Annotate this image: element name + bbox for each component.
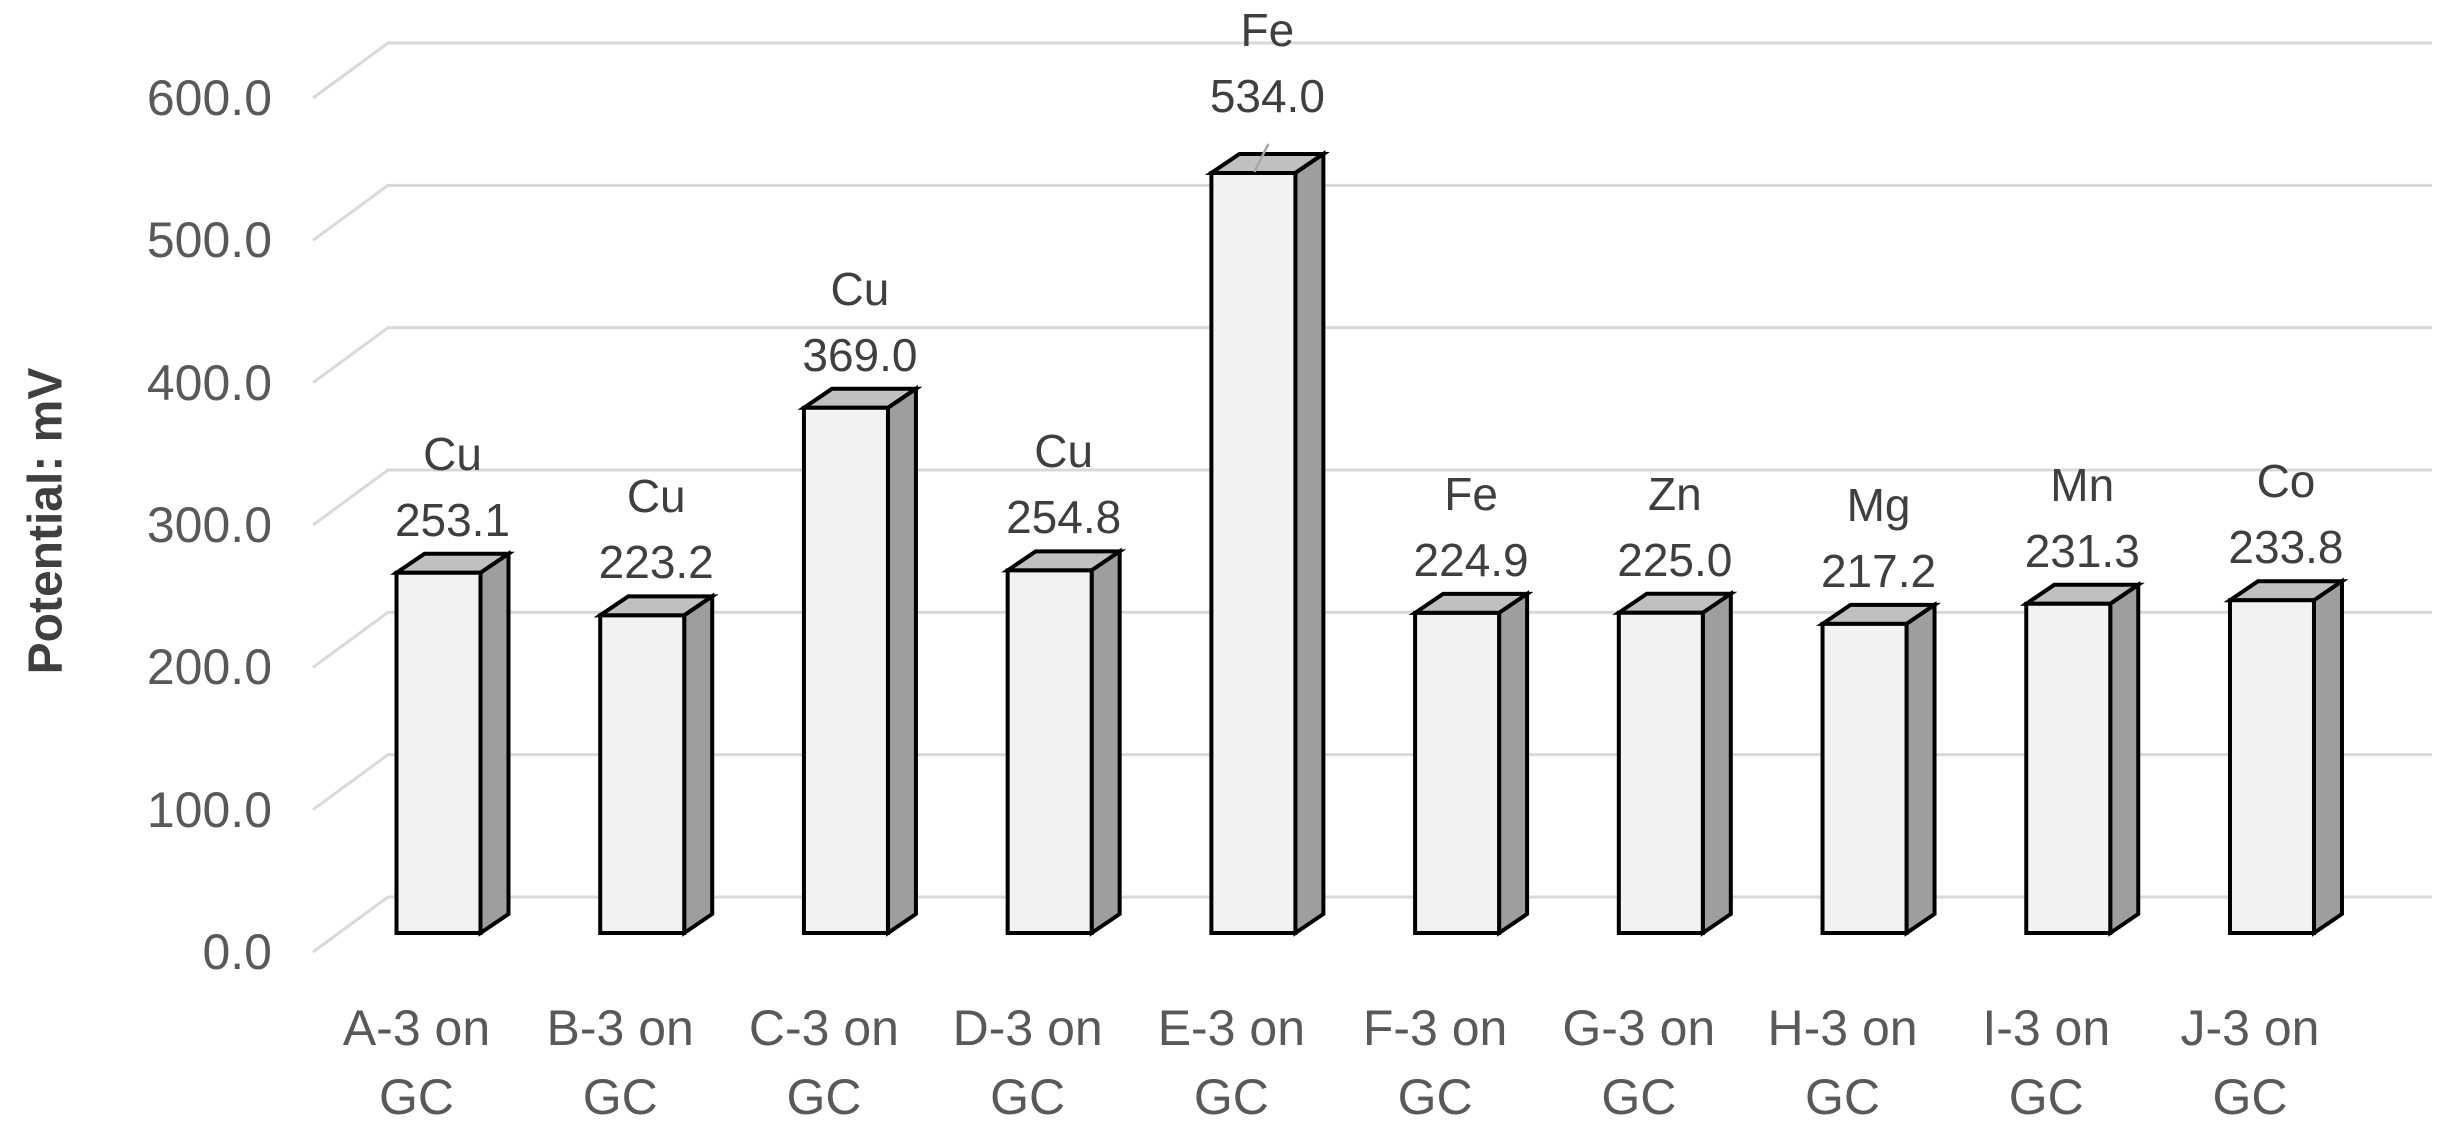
data-label: Fe 534.0 xyxy=(1117,0,1417,129)
y-tick-label: 300.0 xyxy=(146,497,272,553)
bar-front-face xyxy=(2024,601,2113,935)
y-tick-label: 200.0 xyxy=(146,639,272,696)
bar-side-face xyxy=(1293,150,1326,937)
category-label: H-3 on GC xyxy=(1767,999,1918,1125)
data-label: Cu 254.8 xyxy=(914,418,1214,550)
category-label: F-3 on GC xyxy=(1362,999,1508,1125)
data-label: Co 233.8 xyxy=(2136,448,2436,580)
y-tick-label: 0.0 xyxy=(202,924,272,980)
data-label-metal: Fe xyxy=(1444,467,1498,520)
data-label-metal: Mn xyxy=(2050,458,2115,511)
gridline-600 xyxy=(312,41,2432,100)
data-label-metal: Co xyxy=(2256,455,2316,508)
data-label-value: 225.0 xyxy=(1617,533,1733,586)
y-tick-label: 400.0 xyxy=(146,354,272,411)
bar-front-face xyxy=(394,570,483,935)
bar-side-face xyxy=(1904,601,1937,937)
bar-front-face xyxy=(598,613,687,935)
data-label-value: 233.8 xyxy=(2228,521,2344,574)
data-label: Mn 231.3 xyxy=(1932,452,2232,584)
bar-side-face xyxy=(2311,577,2344,937)
category-label: J-3 on GC xyxy=(2180,999,2320,1125)
data-label: Zn 225.0 xyxy=(1525,461,1825,593)
category-label: I-3 on GC xyxy=(1982,999,2111,1125)
data-label-value: 224.9 xyxy=(1413,533,1529,586)
data-label-value: 254.8 xyxy=(1006,491,1122,544)
bar-front-face xyxy=(1209,170,1298,935)
data-label-leader-line xyxy=(1253,143,1270,173)
data-label-metal: Mg xyxy=(1846,478,1911,531)
bar-front-face xyxy=(801,405,890,935)
data-label-value: 223.2 xyxy=(598,536,714,589)
data-label-value: 369.0 xyxy=(802,328,918,381)
category-label: B-3 on GC xyxy=(546,999,694,1125)
bar-side-face xyxy=(2108,581,2141,937)
gridline-400 xyxy=(312,326,2432,384)
gridline-0 xyxy=(312,895,2432,954)
category-label: D-3 on GC xyxy=(952,999,1103,1125)
bar-side-face xyxy=(478,549,511,937)
y-tick-label: 500.0 xyxy=(146,212,272,269)
bar-side-face xyxy=(1089,547,1122,937)
category-label: G-3 on GC xyxy=(1562,999,1716,1125)
category-label: E-3 on GC xyxy=(1157,999,1306,1125)
data-label-metal: Cu xyxy=(830,262,890,315)
gridline-100 xyxy=(312,753,2432,811)
data-label-metal: Cu xyxy=(423,427,482,480)
data-label-value: 217.2 xyxy=(1820,544,1937,597)
category-label: C-3 on GC xyxy=(748,999,899,1125)
bar-side-face xyxy=(1497,590,1530,937)
bar-front-face xyxy=(2227,598,2316,935)
bar-front-face xyxy=(1413,610,1502,935)
data-label: Mg 217.2 xyxy=(1729,472,2029,604)
data-label-metal: Zn xyxy=(1647,467,1702,520)
gridline-200 xyxy=(312,610,2432,669)
data-label-metal: Fe xyxy=(1240,3,1295,56)
gridline-300 xyxy=(312,468,2432,527)
data-label: Cu 369.0 xyxy=(710,256,1010,388)
bar-front-face xyxy=(1005,568,1094,935)
data-label-metal: Cu xyxy=(1034,425,1094,478)
bar-side-face xyxy=(682,592,715,937)
gridline-500 xyxy=(312,183,2432,242)
category-label: A-3 on GC xyxy=(342,999,491,1125)
data-label-metal: Cu xyxy=(626,470,686,523)
data-label: Cu 223.2 xyxy=(506,463,806,595)
y-tick-label: 100.0 xyxy=(146,781,272,838)
data-label-value: 253.1 xyxy=(394,493,511,546)
bar-side-face xyxy=(1700,589,1733,937)
data-label: Cu 253.1 xyxy=(303,421,603,553)
data-label-value: 231.3 xyxy=(2024,524,2140,577)
data-label-value: 534.0 xyxy=(1209,69,1325,122)
bar-front-face xyxy=(1820,621,1909,935)
bar-front-face xyxy=(1616,610,1705,935)
y-tick-label: 600.0 xyxy=(146,70,272,127)
bar-side-face xyxy=(885,385,918,937)
data-label: Fe 224.9 xyxy=(1321,461,1621,593)
